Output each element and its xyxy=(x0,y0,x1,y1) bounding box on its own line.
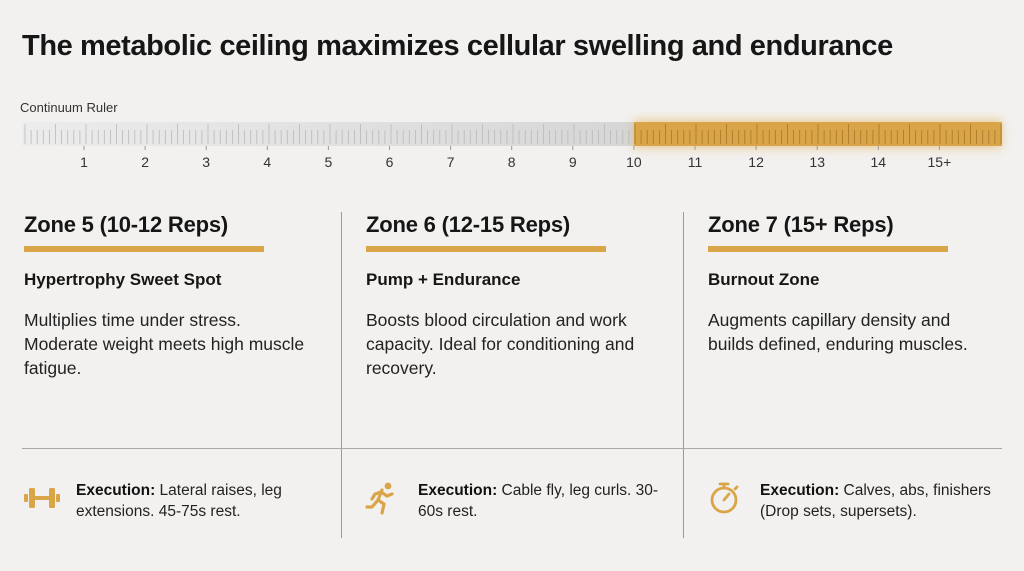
ruler-tick-label: 6 xyxy=(386,154,394,170)
ruler-tick-label: 2 xyxy=(141,154,149,170)
ruler-track xyxy=(22,122,634,146)
execution-text: Lateral raises, leg extensions. 45-75s r… xyxy=(76,482,282,520)
page-title: The metabolic ceiling maximizes cellular… xyxy=(22,30,893,62)
execution-row-5: Execution: Lateral raises, leg extension… xyxy=(22,480,322,522)
ruler-tick-label: 8 xyxy=(508,154,516,170)
zone-column-5: Zone 5 (10-12 Reps) Hypertrophy Sweet Sp… xyxy=(24,212,324,380)
continuum-ruler: 1 2 3 4 5 6 7 8 9 10 11 12 13 14 15+ xyxy=(22,120,1002,170)
stopwatch-icon xyxy=(710,482,739,514)
ruler-tick-label: 15+ xyxy=(928,154,952,170)
ruler-label: Continuum Ruler xyxy=(20,100,118,115)
zone-subtitle: Hypertrophy Sweet Spot xyxy=(24,270,222,290)
dumbbell-icon xyxy=(24,488,60,508)
zone-subtitle: Burnout Zone xyxy=(708,270,820,290)
execution-row-7: Execution: Calves, abs, finishers (Drop … xyxy=(706,480,1006,522)
execution-text: Cable fly, leg curls. 30-60s rest. xyxy=(418,482,659,520)
ruler-tick-label: 1 xyxy=(80,154,88,170)
ruler-tick-label: 13 xyxy=(809,154,825,170)
execution-text: Calves, abs, finishers (Drop sets, super… xyxy=(760,482,991,520)
execution-label: Execution: xyxy=(418,482,498,499)
zone-column-6: Zone 6 (12-15 Reps) Pump + Endurance Boo… xyxy=(366,212,666,380)
execution-divider xyxy=(22,448,1002,449)
column-divider xyxy=(341,212,342,538)
zone-accent-bar xyxy=(708,246,948,253)
zone-title: Zone 7 (15+ Reps) xyxy=(708,212,894,237)
ruler-tick-label: 9 xyxy=(569,154,577,170)
running-person-icon xyxy=(365,482,394,515)
ruler-tick-label: 7 xyxy=(447,154,455,170)
column-divider xyxy=(683,212,684,538)
execution-label: Execution: xyxy=(76,482,156,499)
zone-subtitle: Pump + Endurance xyxy=(366,270,521,290)
ruler-tick-label: 5 xyxy=(325,154,333,170)
zone-title: Zone 5 (10-12 Reps) xyxy=(24,212,229,237)
ruler-tick-label: 14 xyxy=(871,154,887,170)
execution-row-6: Execution: Cable fly, leg curls. 30-60s … xyxy=(364,480,664,522)
zone-description: Multiplies time under stress. Moderate w… xyxy=(24,310,305,379)
zone-title: Zone 6 (12-15 Reps) xyxy=(366,212,571,237)
zone-column-7: Zone 7 (15+ Reps) Burnout Zone Augments … xyxy=(708,212,1008,356)
zone-accent-bar xyxy=(366,246,606,253)
ruler-tick-label: 4 xyxy=(263,154,271,170)
ruler-tick-label: 12 xyxy=(748,154,764,170)
ruler-tick-label: 11 xyxy=(688,154,703,170)
zone-description: Boosts blood circulation and work capaci… xyxy=(366,310,635,379)
zone-accent-bar xyxy=(24,246,264,253)
execution-label: Execution: xyxy=(760,482,840,499)
ruler-tick-label: 3 xyxy=(202,154,210,170)
ruler-tick-label: 10 xyxy=(626,154,642,170)
zone-description: Augments capillary density and builds de… xyxy=(708,310,968,355)
